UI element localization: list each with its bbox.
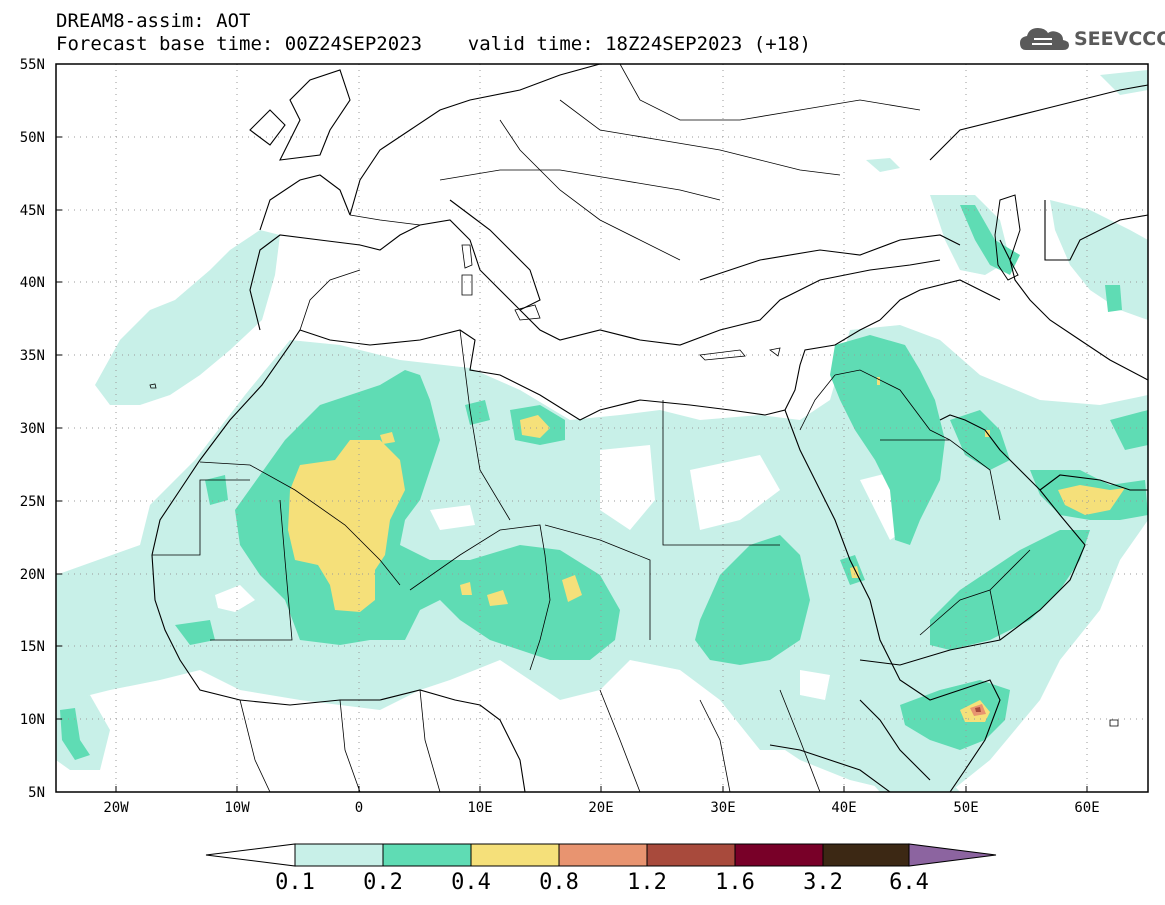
map-grid — [56, 64, 1148, 792]
aot-1.2-1.6 — [975, 707, 981, 712]
colorbar-segment — [294, 843, 384, 867]
colorbar-label: 1.6 — [715, 870, 755, 895]
colorbar-label: 6.4 — [889, 870, 929, 895]
lat-label: 25N — [20, 494, 45, 510]
lat-label: 40N — [20, 275, 45, 291]
lat-label: 45N — [20, 203, 45, 219]
lon-label: 40E — [831, 800, 856, 816]
colorbar-segment — [734, 843, 824, 867]
lat-label: 10N — [20, 712, 45, 728]
lat-label: 20N — [20, 567, 45, 583]
colorbar-segment — [558, 843, 648, 867]
lon-label: 10W — [224, 800, 250, 816]
lat-label: 55N — [20, 57, 45, 73]
colorbar-high-triangle — [908, 843, 997, 867]
lat-label: 30N — [20, 421, 45, 437]
lon-axis-labels: 20W 10W 0 10E 20E 30E 40E 50E 60E — [103, 800, 1099, 816]
seevccc-logo: SEEVCCC — [1018, 22, 1165, 58]
lat-label: 35N — [20, 348, 45, 364]
colorbar-label: 0.1 — [275, 870, 315, 895]
aot-below-0.1 — [215, 445, 920, 700]
lon-label: 20E — [588, 800, 613, 816]
forecast-time-subtitle: Forecast base time: 00Z24SEP2023 valid t… — [56, 33, 811, 55]
colorbar-segment — [470, 843, 560, 867]
coastlines — [151, 64, 1148, 792]
lon-label: 50E — [953, 800, 978, 816]
lon-label: 0 — [355, 800, 363, 816]
colorbar-label: 0.8 — [539, 870, 579, 895]
colorbar-label: 1.2 — [627, 870, 667, 895]
colorbar — [205, 843, 997, 867]
aot-field — [56, 64, 1148, 792]
caspian-sea — [994, 194, 1021, 281]
colorbar-segment — [646, 843, 736, 867]
country-borders — [152, 64, 1031, 792]
logo-text: SEEVCCC — [1074, 28, 1165, 50]
lon-label: 10E — [467, 800, 492, 816]
islands — [149, 244, 1119, 727]
colorbar-segment — [822, 843, 910, 867]
colorbar-label: 3.2 — [803, 870, 843, 895]
cloud-icon — [1020, 28, 1069, 50]
colorbar-label: 0.4 — [451, 870, 491, 895]
lon-label: 20W — [103, 800, 129, 816]
lat-label: 50N — [20, 130, 45, 146]
lat-label: 5N — [28, 785, 45, 801]
colorbar-low-triangle — [205, 843, 296, 867]
chart-title: DREAM8-assim: AOT — [56, 10, 251, 32]
lat-axis-labels: 5N 10N 15N 20N 25N 30N 35N 40N 45N 50N 5… — [20, 57, 45, 801]
axis-ticks — [56, 136, 1088, 792]
lon-label: 60E — [1074, 800, 1099, 816]
lon-label: 30E — [710, 800, 735, 816]
colorbar-label: 0.2 — [363, 870, 403, 895]
lat-label: 15N — [20, 639, 45, 655]
colorbar-segment — [382, 843, 472, 867]
